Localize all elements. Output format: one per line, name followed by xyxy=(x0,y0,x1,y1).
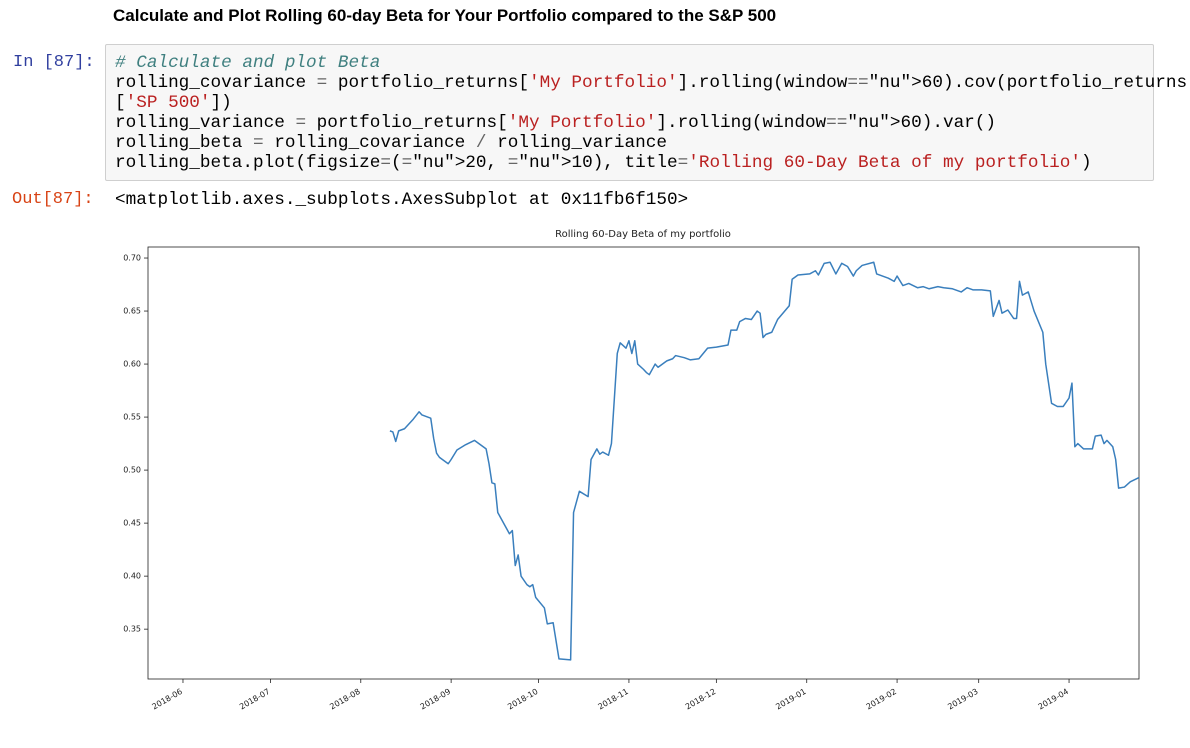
x-tick-label: 2019-04 xyxy=(1037,687,1070,712)
y-tick-label: 0.35 xyxy=(123,625,141,634)
code-line: rolling_beta = rolling_covariance / roll… xyxy=(115,133,667,153)
heading: Calculate and Plot Rolling 60-day Beta f… xyxy=(113,6,777,25)
y-tick-label: 0.45 xyxy=(123,519,141,528)
code-line: ['SP 500']) xyxy=(115,93,232,113)
y-tick-label: 0.65 xyxy=(123,307,141,316)
x-tick-label: 2019-02 xyxy=(865,687,898,712)
x-tick-label: 2019-03 xyxy=(946,687,979,712)
code-line: rolling_covariance = portfolio_returns['… xyxy=(115,73,1188,93)
code-line: # Calculate and plot Beta xyxy=(115,53,381,73)
input-prompt: In [87]: xyxy=(13,53,95,72)
output-text: <matplotlib.axes._subplots.AxesSubplot a… xyxy=(115,190,689,210)
x-tick-label: 2018-06 xyxy=(151,687,184,712)
y-tick-label: 0.55 xyxy=(123,413,141,422)
x-tick-label: 2018-07 xyxy=(238,687,271,712)
x-tick-label: 2018-10 xyxy=(506,687,539,712)
x-tick-label: 2018-08 xyxy=(328,687,361,712)
plot-frame xyxy=(147,246,1140,680)
y-tick-label: 0.40 xyxy=(123,572,141,581)
code-cell[interactable] xyxy=(105,44,1154,181)
data-line xyxy=(389,261,1140,661)
y-tick-label: 0.70 xyxy=(123,254,141,263)
chart-title: Rolling 60-Day Beta of my portfolio xyxy=(555,229,731,240)
x-tick-label: 2018-12 xyxy=(684,687,717,712)
output-prompt: Out[87]: xyxy=(12,190,94,209)
x-tick-label: 2018-09 xyxy=(419,687,452,712)
x-tick-label: 2018-11 xyxy=(596,687,629,712)
y-tick-label: 0.60 xyxy=(123,360,141,369)
x-tick-label: 2019-01 xyxy=(774,687,807,712)
y-tick-label: 0.50 xyxy=(123,466,141,475)
code-line: rolling_variance = portfolio_returns['My… xyxy=(115,113,997,133)
code-line: rolling_beta.plot(figsize=(="nu">20, ="n… xyxy=(115,153,1092,173)
